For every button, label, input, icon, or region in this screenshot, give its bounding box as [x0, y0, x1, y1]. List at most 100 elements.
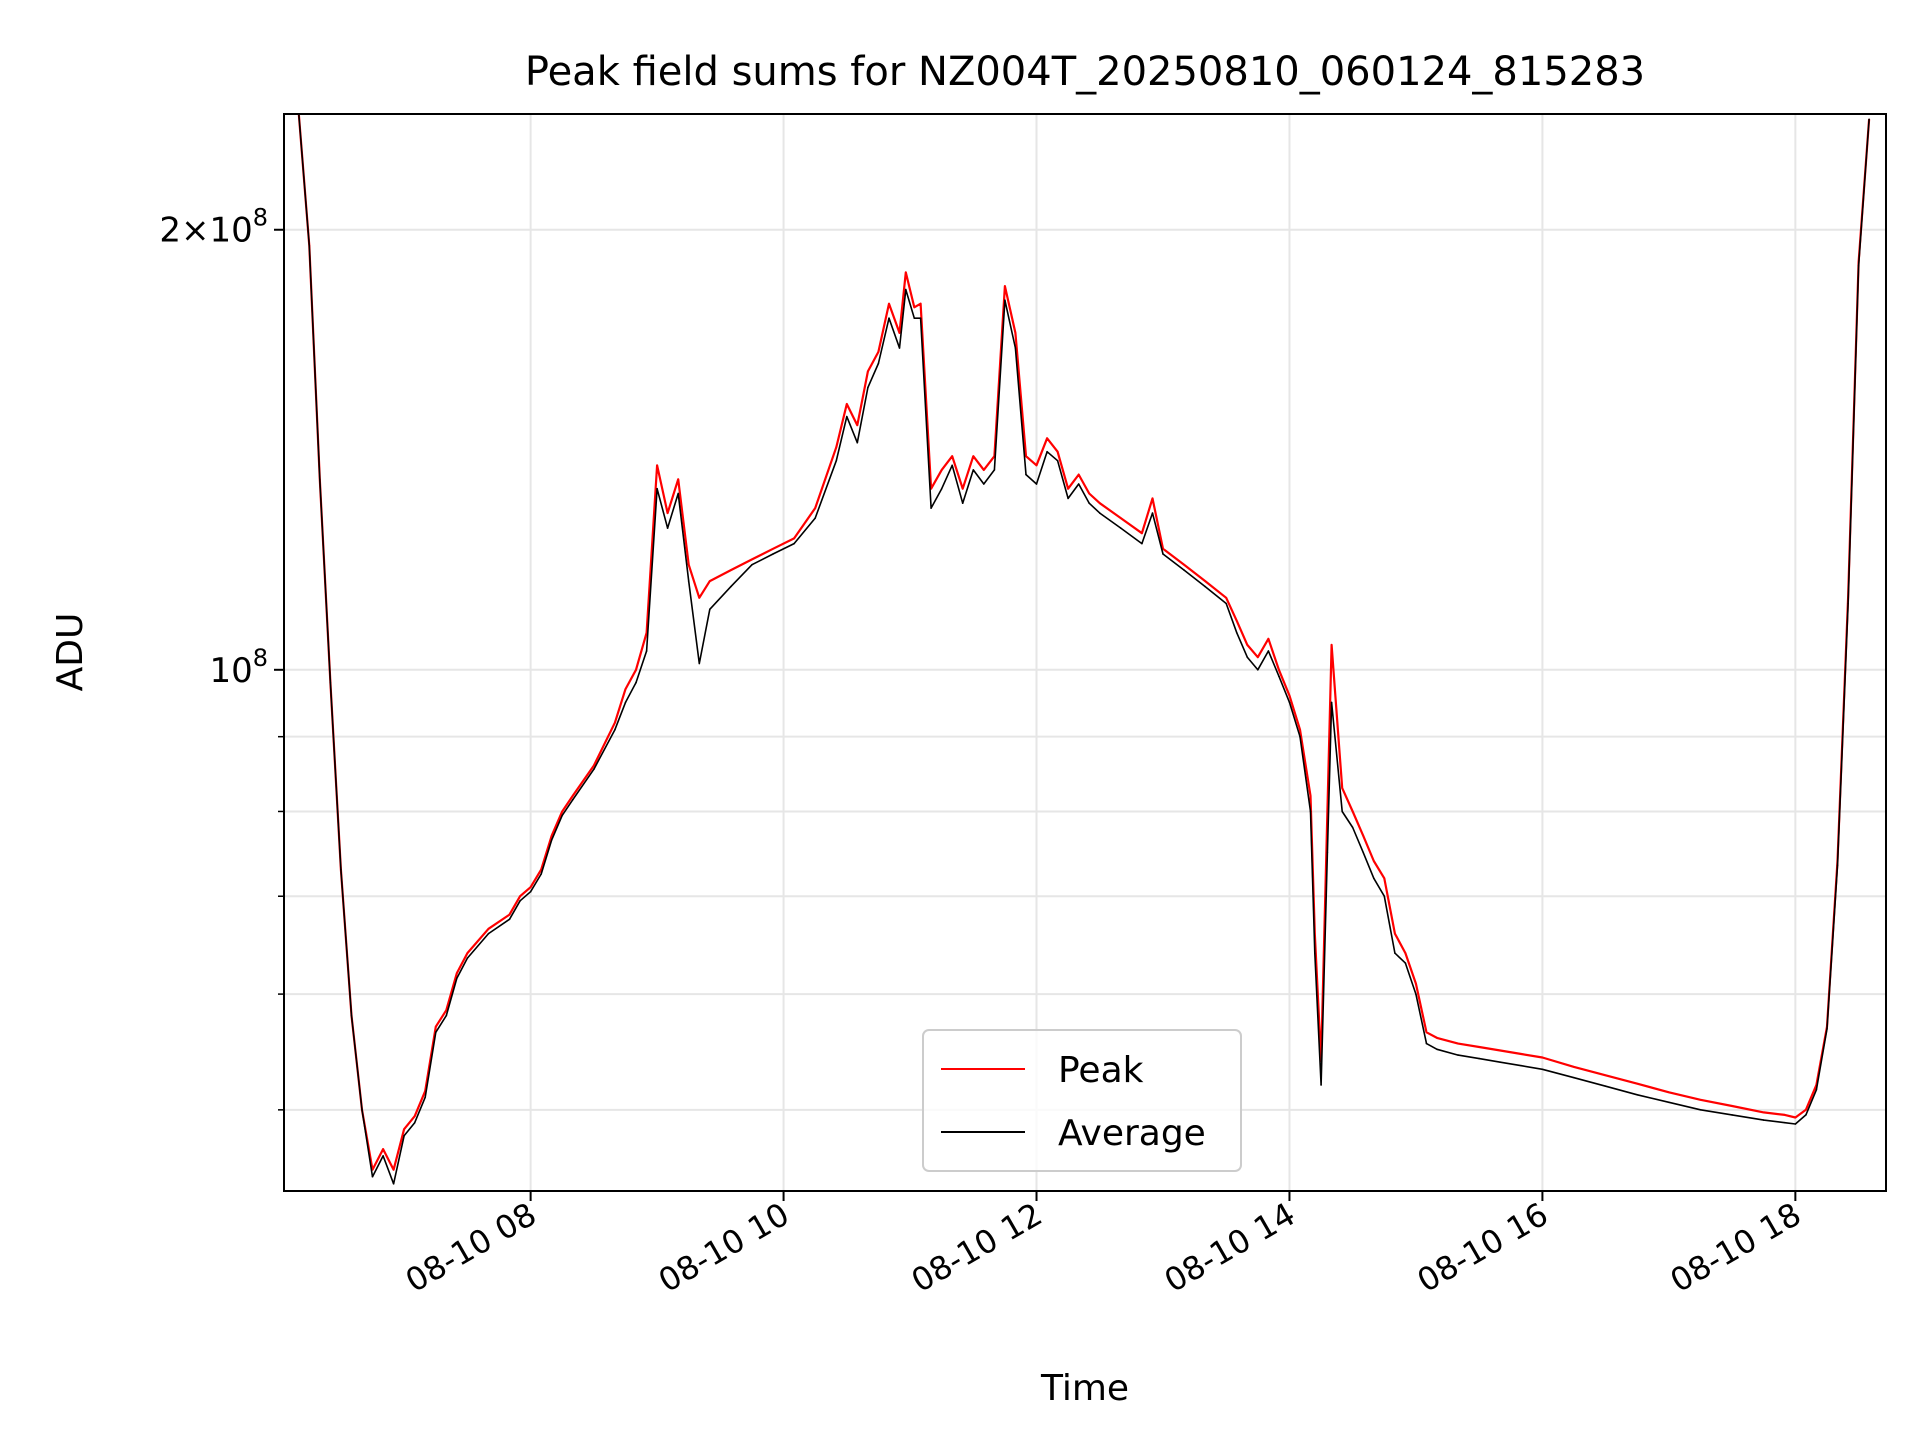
data-point-average [1836, 864, 1839, 867]
data-point-average [1847, 602, 1849, 605]
data-point-peak [1383, 877, 1386, 880]
data-point-average [709, 608, 711, 611]
data-point-peak [677, 478, 679, 481]
data-point-peak [961, 487, 964, 490]
data-point-peak [698, 597, 701, 599]
data-point-peak [951, 455, 953, 458]
data-point-average [1383, 895, 1386, 897]
data-point-average [435, 1031, 437, 1034]
data-point-average [951, 464, 953, 467]
data-point-average [1120, 527, 1122, 529]
data-point-average [445, 1014, 448, 1017]
data-point-peak [1025, 455, 1027, 458]
data-point-peak [1035, 464, 1038, 467]
data-point-average [1246, 656, 1249, 658]
data-point-peak [1351, 810, 1354, 813]
data-point-peak [445, 1009, 448, 1011]
data-point-average [1520, 1064, 1523, 1067]
data-point-average [1762, 1119, 1765, 1121]
data-point-average [572, 798, 574, 801]
data-point-average [350, 1014, 353, 1017]
data-point-peak [1573, 1066, 1575, 1068]
data-point-average [1162, 553, 1164, 555]
data-point-average [340, 868, 342, 871]
data-point-peak [1499, 1049, 1502, 1052]
data-point-peak [624, 688, 627, 690]
data-point-average [1668, 1101, 1670, 1104]
data-point-peak [1183, 563, 1185, 566]
data-point-average [1394, 952, 1396, 954]
data-point-peak [898, 332, 901, 334]
data-point-peak [1415, 982, 1417, 985]
data-point-peak [435, 1025, 437, 1028]
data-point-peak [1541, 1056, 1544, 1059]
data-point-average [1731, 1114, 1733, 1116]
data-point-average [1278, 675, 1280, 677]
data-point-peak [413, 1115, 416, 1117]
data-point-average [1341, 810, 1343, 813]
data-point-average [1604, 1085, 1607, 1087]
data-point-peak [905, 271, 907, 274]
data-point-average [856, 441, 859, 444]
data-point-average [645, 650, 648, 652]
data-point-average [877, 362, 880, 365]
data-point-peak [867, 370, 869, 373]
data-point-average [1014, 347, 1017, 349]
data-point-peak [751, 558, 753, 561]
data-point-peak [614, 721, 616, 724]
data-point-peak [666, 512, 669, 514]
data-point-average [1056, 459, 1059, 462]
data-point-peak [1299, 728, 1301, 731]
data-point-average [1699, 1109, 1702, 1111]
data-point-average [940, 487, 943, 490]
data-point-average [424, 1096, 427, 1099]
y-axis-label: ADU [50, 613, 91, 692]
data-point-average [624, 701, 627, 704]
data-point-average [329, 681, 332, 684]
data-point-peak [1236, 620, 1238, 622]
data-point-peak [382, 1148, 384, 1150]
data-point-peak [888, 302, 890, 305]
data-point-peak [1731, 1105, 1733, 1107]
data-point-average [1067, 497, 1069, 500]
data-point-average [1183, 569, 1185, 571]
legend-label-peak: Peak [1058, 1050, 1144, 1091]
data-point-average [614, 728, 616, 731]
data-point-peak [1341, 787, 1343, 789]
data-point-peak [1604, 1074, 1607, 1077]
data-point-average [919, 317, 922, 320]
data-point-peak [730, 569, 732, 571]
data-point-average [1035, 483, 1038, 485]
data-point-average [1636, 1094, 1639, 1096]
data-point-peak [1425, 1031, 1428, 1034]
data-point-average [1868, 118, 1870, 121]
data-point-average [1004, 299, 1006, 302]
data-point-peak [1805, 1109, 1807, 1111]
series-line-peak [297, 114, 1871, 1171]
data-point-peak [835, 446, 838, 449]
data-point-average [1099, 512, 1101, 514]
data-point-peak [1014, 332, 1017, 334]
data-point-peak [772, 548, 774, 550]
data-point-peak [1668, 1091, 1670, 1094]
data-point-average [898, 347, 901, 349]
data-point-average [487, 932, 490, 935]
data-point-peak [1794, 1116, 1797, 1119]
data-point-peak [1046, 437, 1048, 440]
series-line-average [298, 114, 1870, 1185]
data-point-peak [635, 669, 637, 671]
data-point-average [698, 662, 701, 665]
data-point-average [1088, 502, 1090, 505]
data-point-peak [1478, 1046, 1480, 1048]
data-point-average [1077, 483, 1080, 485]
data-point-peak [983, 469, 985, 471]
data-point-average [993, 469, 996, 471]
data-point-peak [687, 563, 690, 566]
legend-box [922, 1029, 1242, 1172]
data-point-average [561, 814, 563, 817]
data-point-average [905, 288, 907, 291]
data-point-peak [913, 306, 916, 309]
data-point-average [1784, 1121, 1786, 1124]
data-point-peak [919, 302, 922, 305]
data-point-peak [1278, 669, 1280, 671]
